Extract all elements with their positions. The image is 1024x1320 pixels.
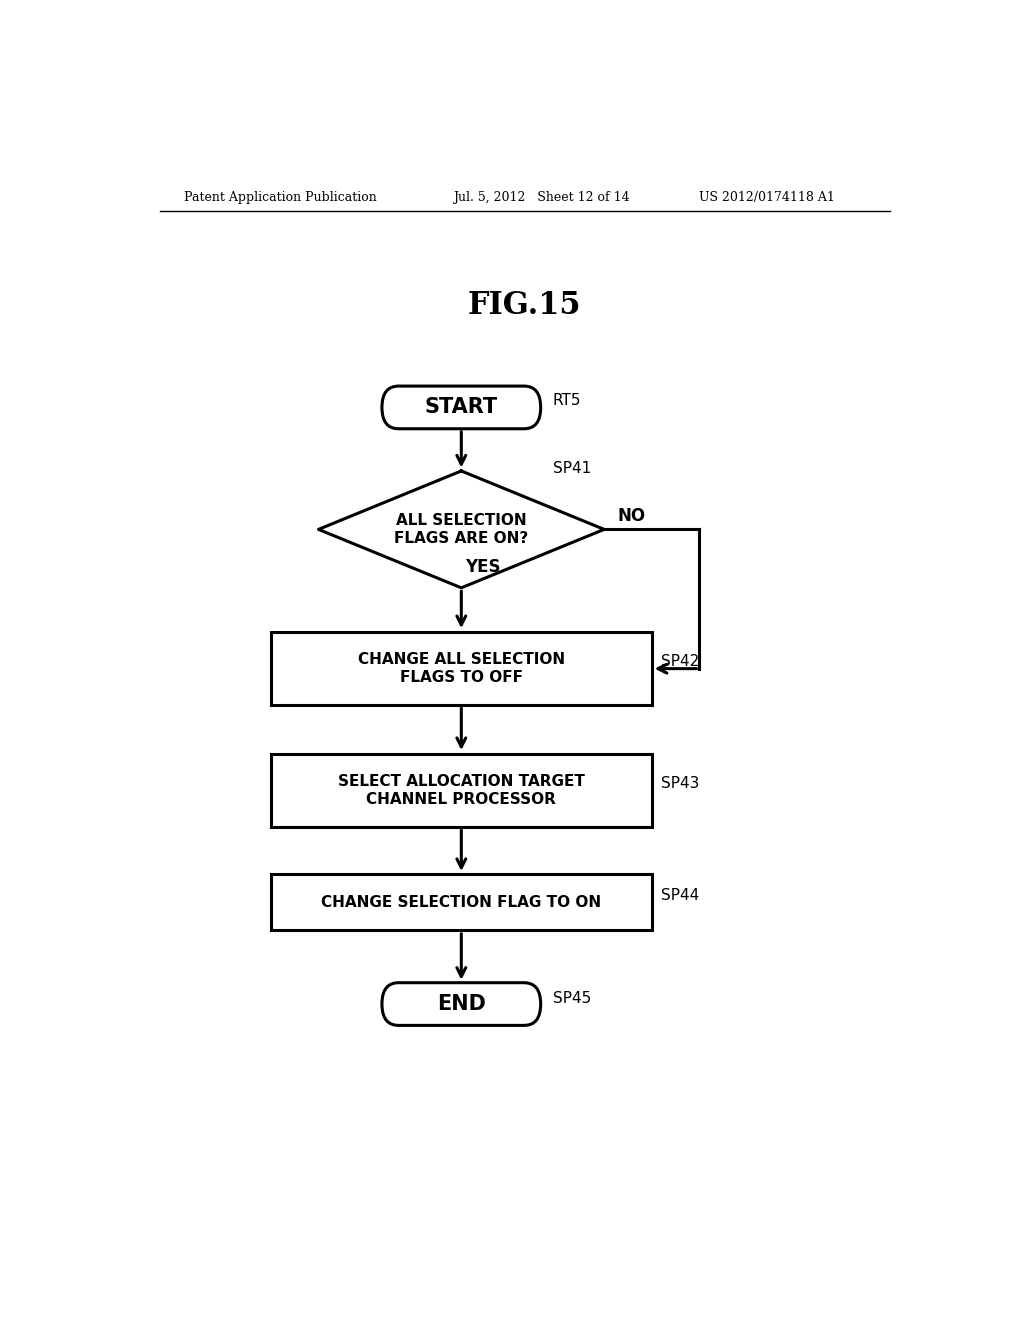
Text: SP41: SP41: [553, 461, 591, 477]
Text: NO: NO: [617, 507, 646, 525]
Bar: [270, 754, 651, 828]
Text: SP43: SP43: [662, 776, 699, 791]
Text: RT5: RT5: [553, 393, 581, 408]
Text: SP42: SP42: [662, 653, 699, 669]
Text: US 2012/0174118 A1: US 2012/0174118 A1: [699, 190, 836, 203]
Text: YES: YES: [465, 558, 501, 576]
Text: Patent Application Publication: Patent Application Publication: [183, 190, 376, 203]
Bar: [270, 632, 651, 705]
Text: SP45: SP45: [553, 991, 591, 1006]
Text: CHANGE SELECTION FLAG TO ON: CHANGE SELECTION FLAG TO ON: [322, 895, 601, 909]
FancyBboxPatch shape: [382, 982, 541, 1026]
Bar: [270, 874, 651, 931]
Text: SELECT ALLOCATION TARGET
CHANNEL PROCESSOR: SELECT ALLOCATION TARGET CHANNEL PROCESS…: [338, 775, 585, 807]
Text: CHANGE ALL SELECTION
FLAGS TO OFF: CHANGE ALL SELECTION FLAGS TO OFF: [357, 652, 565, 685]
FancyBboxPatch shape: [382, 385, 541, 429]
Text: END: END: [437, 994, 485, 1014]
Text: FIG.15: FIG.15: [468, 290, 582, 321]
Polygon shape: [318, 471, 604, 587]
Text: START: START: [425, 397, 498, 417]
Text: SP44: SP44: [662, 888, 699, 903]
Text: Jul. 5, 2012   Sheet 12 of 14: Jul. 5, 2012 Sheet 12 of 14: [454, 190, 630, 203]
Text: ALL SELECTION
FLAGS ARE ON?: ALL SELECTION FLAGS ARE ON?: [394, 513, 528, 545]
